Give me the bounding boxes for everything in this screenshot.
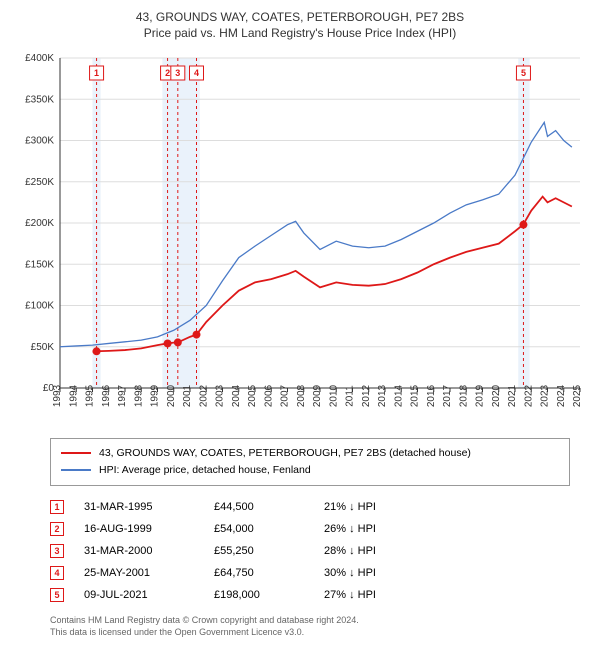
footer-line1: Contains HM Land Registry data © Crown c… [50, 614, 570, 627]
sale-date: 25-MAY-2001 [84, 562, 194, 584]
svg-text:£250K: £250K [25, 177, 54, 188]
svg-text:£50K: £50K [31, 342, 55, 353]
svg-text:1: 1 [94, 68, 99, 78]
sales-table: 1 31-MAR-1995 £44,500 21% ↓ HPI 2 16-AUG-1999… [50, 496, 570, 606]
sale-pct: 26% ↓ HPI [324, 518, 424, 540]
sale-price: £54,000 [214, 518, 304, 540]
chart-container: { "header": { "title": "43, GROUNDS WAY,… [0, 0, 600, 647]
legend-label: 43, GROUNDS WAY, COATES, PETERBOROUGH, P… [99, 445, 471, 462]
svg-text:4: 4 [194, 68, 199, 78]
svg-text:2: 2 [165, 68, 170, 78]
sale-row: 5 09-JUL-2021 £198,000 27% ↓ HPI [50, 584, 570, 606]
footer-text: Contains HM Land Registry data © Crown c… [50, 614, 570, 639]
svg-text:5: 5 [521, 68, 526, 78]
sale-pct: 28% ↓ HPI [324, 540, 424, 562]
legend-item: HPI: Average price, detached house, Fenl… [61, 462, 559, 479]
svg-text:3: 3 [175, 68, 180, 78]
sale-pct: 27% ↓ HPI [324, 584, 424, 606]
sale-marker-icon: 4 [50, 566, 64, 580]
legend-item: 43, GROUNDS WAY, COATES, PETERBOROUGH, P… [61, 445, 559, 462]
sale-date: 16-AUG-1999 [84, 518, 194, 540]
sale-price: £198,000 [214, 584, 304, 606]
svg-text:£150K: £150K [25, 259, 54, 270]
sale-marker-icon: 3 [50, 544, 64, 558]
sale-row: 3 31-MAR-2000 £55,250 28% ↓ HPI [50, 540, 570, 562]
sale-row: 4 25-MAY-2001 £64,750 30% ↓ HPI [50, 562, 570, 584]
sale-row: 2 16-AUG-1999 £54,000 26% ↓ HPI [50, 518, 570, 540]
sale-date: 31-MAR-2000 [84, 540, 194, 562]
sale-pct: 30% ↓ HPI [324, 562, 424, 584]
svg-text:£300K: £300K [25, 136, 54, 147]
legend-swatch [61, 452, 91, 454]
legend-label: HPI: Average price, detached house, Fenl… [99, 462, 311, 479]
sale-row: 1 31-MAR-1995 £44,500 21% ↓ HPI [50, 496, 570, 518]
svg-text:£200K: £200K [25, 218, 54, 229]
page-subtitle: Price paid vs. HM Land Registry's House … [10, 26, 590, 40]
sale-price: £44,500 [214, 496, 304, 518]
sale-marker-icon: 1 [50, 500, 64, 514]
chart-svg: £0£50K£100K£150K£200K£250K£300K£350K£400… [10, 48, 590, 428]
footer-line2: This data is licensed under the Open Gov… [50, 626, 570, 639]
legend: 43, GROUNDS WAY, COATES, PETERBOROUGH, P… [50, 438, 570, 486]
svg-text:£100K: £100K [25, 301, 54, 312]
sale-price: £64,750 [214, 562, 304, 584]
sale-price: £55,250 [214, 540, 304, 562]
price-chart: £0£50K£100K£150K£200K£250K£300K£350K£400… [10, 48, 590, 428]
sale-pct: 21% ↓ HPI [324, 496, 424, 518]
sale-marker-icon: 2 [50, 522, 64, 536]
sale-date: 09-JUL-2021 [84, 584, 194, 606]
svg-text:£350K: £350K [25, 94, 54, 105]
sale-marker-icon: 5 [50, 588, 64, 602]
page-title: 43, GROUNDS WAY, COATES, PETERBOROUGH, P… [10, 10, 590, 24]
svg-text:£400K: £400K [25, 53, 54, 64]
sale-date: 31-MAR-1995 [84, 496, 194, 518]
title-block: 43, GROUNDS WAY, COATES, PETERBOROUGH, P… [10, 10, 590, 40]
legend-swatch [61, 469, 91, 471]
